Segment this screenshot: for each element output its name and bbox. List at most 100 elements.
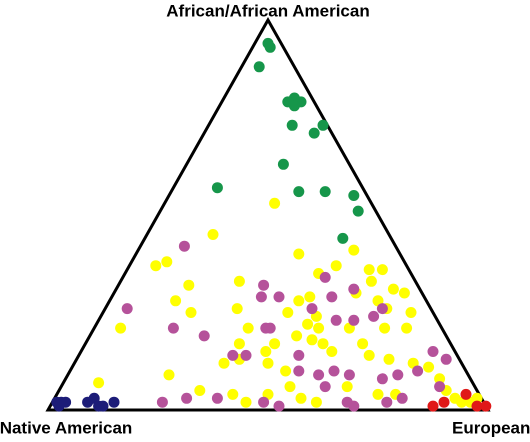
data-point [260,346,272,357]
data-point [240,396,252,408]
data-point [383,353,395,365]
data-point [264,322,276,334]
data-point [108,396,120,408]
data-point [365,275,377,287]
data-point [97,400,109,412]
data-point [53,400,65,412]
data-point [181,392,193,404]
data-point [434,373,446,385]
data-point [198,330,210,342]
data-point [471,400,483,412]
data-point [280,365,292,377]
data-point [427,346,439,357]
data-point [427,400,439,412]
data-point [471,392,483,404]
data-point [253,61,265,73]
data-point [211,392,223,404]
data-point [317,338,329,350]
data-point [348,283,360,295]
data-point [121,303,133,315]
data-point [255,291,267,303]
data-point [258,396,270,408]
data-point [233,338,245,350]
data-point [357,338,369,350]
data-point [262,357,274,369]
data-point [363,264,375,276]
data-point [392,369,404,381]
data-point [343,369,355,381]
data-point [194,385,206,396]
data-point [348,190,360,201]
data-point [330,314,342,326]
data-point [398,287,410,299]
data-point [313,322,325,334]
data-point [227,349,239,361]
data-point [170,295,182,307]
data-point [396,392,408,404]
data-point [115,322,127,334]
data-point [337,232,349,244]
top-label: African/African American [166,1,369,20]
data-point [231,303,243,315]
data-point [284,381,296,393]
data-point [319,271,331,283]
data-point [310,396,322,408]
data-point [293,295,305,307]
data-point [326,291,338,303]
data-point [376,264,388,276]
data-point [258,279,270,291]
data-point [282,307,294,318]
data-point [207,229,219,240]
data-point [434,381,446,393]
data-point [163,369,175,381]
data-point [308,127,320,139]
data-point [341,381,353,393]
data-point [363,349,375,361]
data-point [211,182,223,194]
triangle [45,16,491,412]
data-point [376,303,388,315]
data-point [277,158,289,170]
data-point [295,392,307,404]
data-point [269,338,281,350]
data-point [304,291,316,303]
data-point [387,283,399,295]
data-point [273,400,285,412]
data-point [379,322,391,334]
data-point [93,377,105,389]
data-point [348,314,360,326]
data-point [348,244,360,256]
data-point [242,322,254,334]
data-point [348,400,360,412]
left-label: Native American [0,418,132,437]
data-point [326,346,338,357]
data-point [293,365,305,377]
data-point [438,396,450,408]
data-point [273,291,285,303]
data-point [405,307,417,318]
data-point [368,310,380,322]
data-point [328,365,340,377]
data-point [372,388,384,400]
data-point [306,303,318,315]
data-point [313,369,325,381]
data-point [291,330,303,342]
data-point [480,400,492,412]
data-point [240,349,252,361]
data-point [167,322,179,334]
data-point [302,318,314,330]
data-point [440,353,452,365]
data-point [282,96,294,108]
data-point [150,260,162,272]
data-point [156,396,168,408]
data-point [401,322,413,334]
data-point [376,373,388,385]
data-point [185,307,197,318]
data-point [227,388,239,400]
data-point [352,205,364,217]
data-point [269,197,281,209]
data-point [293,186,305,198]
data-point [412,365,424,377]
